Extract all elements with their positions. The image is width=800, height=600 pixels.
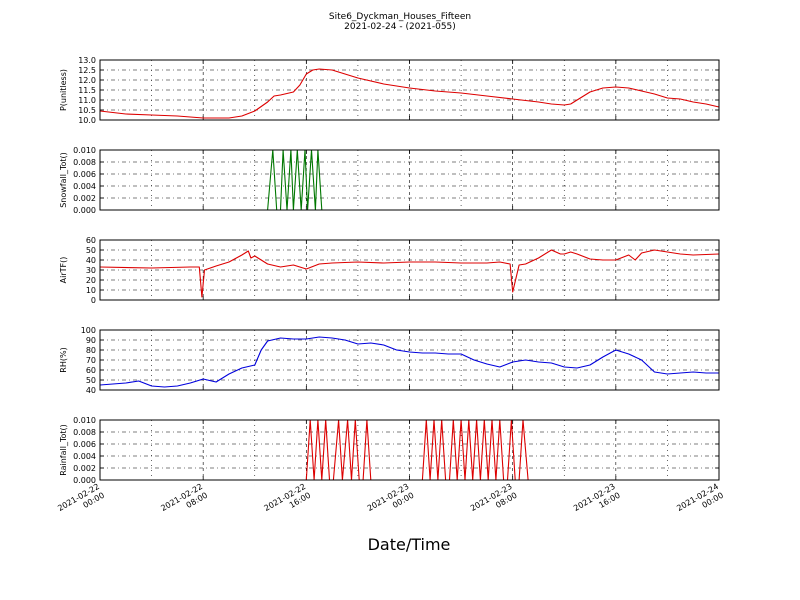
plot-frame: [99, 59, 720, 121]
y-tick-label: 11.5: [78, 86, 96, 95]
y-tick-label: 30: [86, 266, 96, 275]
y-tick-label: 0.004: [73, 452, 96, 461]
y-axis-label: AirTF(): [59, 257, 68, 284]
y-tick-label: 0.010: [73, 416, 96, 425]
y-tick-label: 40: [86, 386, 96, 395]
y-tick-label: 40: [86, 256, 96, 265]
y-tick-label: 0.002: [73, 464, 96, 473]
series-line-2: [100, 149, 719, 211]
y-tick-label: 11.0: [78, 96, 96, 105]
plot-frame: [99, 239, 720, 301]
y-tick-label: 50: [86, 246, 96, 255]
series-line-4: [99, 336, 719, 388]
y-tick-label: 80: [86, 346, 96, 355]
series-line-3: [99, 249, 720, 298]
y-tick-label: 20: [86, 276, 96, 285]
y-tick-label: 10.0: [78, 116, 96, 125]
y-tick-label: 60: [86, 236, 96, 245]
y-tick-label: 10.5: [78, 106, 96, 115]
chart-title-line1: Site6_Dyckman_Houses_Fifteen: [329, 12, 471, 22]
y-tick-label: 50: [86, 376, 96, 385]
y-tick-label: 100: [81, 326, 96, 335]
y-tick-label: 0.000: [73, 476, 96, 485]
y-tick-label: 0.010: [73, 146, 96, 155]
y-tick-label: 0.008: [73, 428, 96, 437]
plot-frame: [99, 419, 720, 481]
y-axis-label: Snowfall_Tot(): [59, 152, 68, 208]
panel-1: 10.010.511.011.512.012.513.0 P(unitless): [59, 56, 720, 125]
y-tick-label: 12.5: [78, 66, 96, 75]
y-tick-label: 60: [86, 366, 96, 375]
y-tick-label: 0.002: [73, 194, 96, 203]
x-axis-label: Date/Time: [368, 535, 451, 554]
y-tick-label: 70: [86, 356, 96, 365]
plot-frame: [99, 329, 720, 391]
y-tick-label: 0.000: [73, 206, 96, 215]
y-tick-label: 10: [86, 286, 96, 295]
chart-title-line2: 2021-02-24 - (2021-055): [344, 22, 456, 32]
y-axis-label: P(unitless): [59, 69, 68, 111]
y-axis-label: Rainfall_Tot(): [59, 424, 68, 476]
y-tick-label: 90: [86, 336, 96, 345]
y-tick-label: 0.004: [73, 182, 96, 191]
y-tick-label: 0.006: [73, 170, 96, 179]
y-tick-label: 0.006: [73, 440, 96, 449]
plot-frame: [99, 149, 720, 211]
panel-5: 0.000 0.002 0.004 0.006 0.008 0.010 Rainfall_T…: [59, 416, 720, 485]
y-tick-label: 12.0: [78, 76, 96, 85]
y-tick-label: 0: [91, 296, 96, 305]
y-axis-label: RH(%): [59, 347, 68, 372]
series-line-1: [99, 68, 720, 119]
y-tick-label: 13.0: [78, 56, 96, 65]
panel-2: 0.000 0.002 0.004 0.006 0.008 0.010 Snowfall_T…: [59, 146, 720, 215]
y-tick-label: 0.008: [73, 158, 96, 167]
